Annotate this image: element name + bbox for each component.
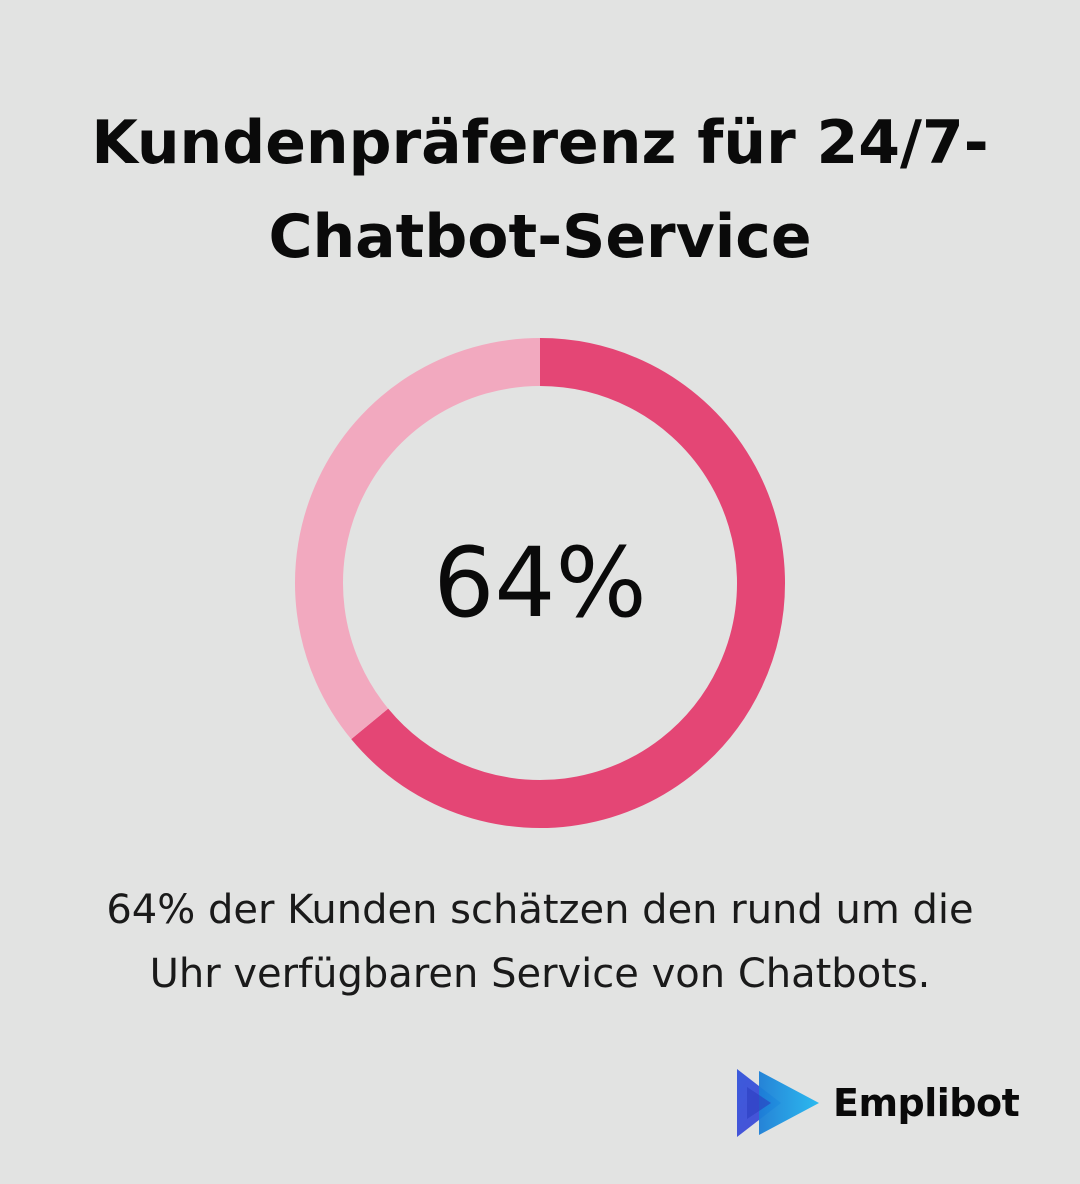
play-arrow-logo-icon bbox=[737, 1069, 819, 1137]
description: 64% der Kunden schätzen den rund um die … bbox=[40, 878, 1040, 1006]
brand-logo: Emplibot bbox=[735, 1066, 1020, 1140]
title-line-2: Chatbot-Service bbox=[268, 202, 812, 272]
donut-slice-1 bbox=[295, 338, 541, 740]
donut-slices bbox=[295, 338, 785, 828]
donut-chart: 64% bbox=[295, 338, 785, 828]
brand-name: Emplibot bbox=[833, 1081, 1020, 1125]
donut-center-label: 64% bbox=[433, 527, 646, 639]
description-line-2: Uhr verfügbaren Service von Chatbots. bbox=[149, 951, 931, 997]
donut-slice-0 bbox=[351, 338, 785, 828]
page-title: Kundenpräferenz für 24/7- Chatbot-Servic… bbox=[40, 96, 1040, 284]
title-line-1: Kundenpräferenz für 24/7- bbox=[91, 108, 989, 178]
description-line-1: 64% der Kunden schätzen den rund um die bbox=[106, 887, 974, 933]
